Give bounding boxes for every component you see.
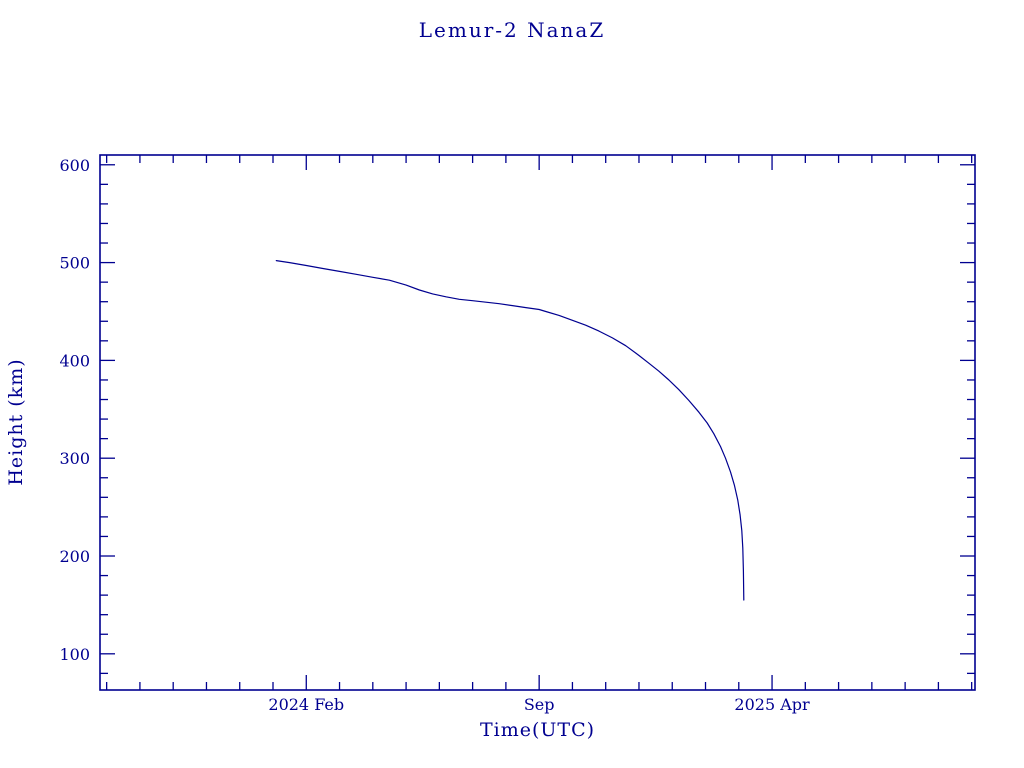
x-tick-label: 2024 Feb: [268, 695, 344, 714]
axis-tick-labels: 2024 Feb Sep 2025 Apr 100 200 300 400 500 600: [59, 156, 810, 714]
y-tick-label: 600: [59, 156, 90, 175]
y-tick-label: 100: [59, 645, 90, 664]
axis-ticks: [100, 155, 975, 690]
plot-frame: [99, 154, 976, 691]
chart-title: Lemur-2 NanaZ: [418, 18, 606, 42]
y-tick-label: 300: [59, 449, 90, 468]
y-tick-label: 400: [59, 351, 90, 370]
x-axis-label: Time(UTC): [479, 719, 596, 741]
y-tick-label: 200: [59, 547, 90, 566]
x-tick-label: 2025 Apr: [734, 695, 810, 714]
y-tick-label: 500: [59, 254, 90, 273]
decay-curve: [275, 260, 745, 601]
x-tick-label: Sep: [524, 695, 555, 714]
